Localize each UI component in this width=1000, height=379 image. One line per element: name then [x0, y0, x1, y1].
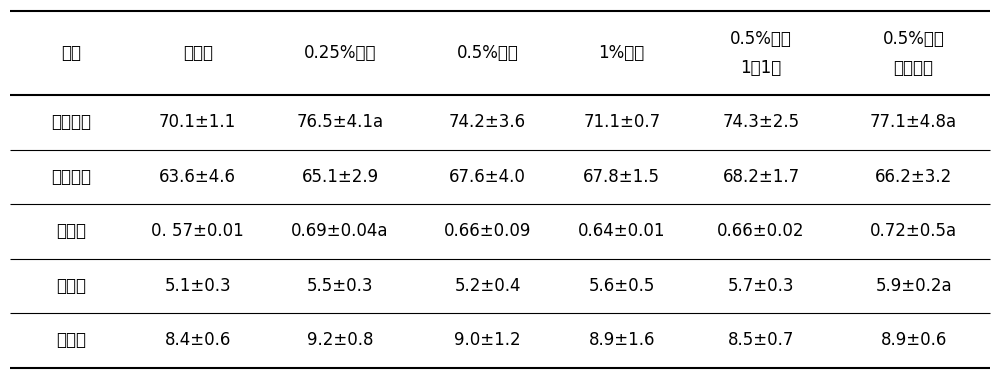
Text: 63.6±4.6: 63.6±4.6 — [159, 168, 236, 186]
Text: 8.9±0.6: 8.9±0.6 — [880, 331, 947, 349]
Text: 5.9±0.2a: 5.9±0.2a — [875, 277, 952, 295]
Text: 74.2±3.6: 74.2±3.6 — [449, 113, 526, 132]
Text: 组别: 组别 — [61, 44, 81, 62]
Text: 全净膛率: 全净膛率 — [51, 168, 91, 186]
Text: 0.66±0.09: 0.66±0.09 — [444, 222, 531, 240]
Text: 0.5%须根: 0.5%须根 — [730, 30, 792, 48]
Text: 71.1±0.7: 71.1±0.7 — [583, 113, 660, 132]
Text: 5.7±0.3: 5.7±0.3 — [728, 277, 794, 295]
Text: 74.3±2.5: 74.3±2.5 — [722, 113, 800, 132]
Text: 0.72±0.5a: 0.72±0.5a — [870, 222, 957, 240]
Text: 半净膛率: 半净膛率 — [51, 113, 91, 132]
Text: 1%剂量: 1%剂量 — [599, 44, 645, 62]
Text: 70.1±1.1: 70.1±1.1 — [159, 113, 236, 132]
Text: 0.66±0.02: 0.66±0.02 — [717, 222, 805, 240]
Text: 9.2±0.8: 9.2±0.8 — [307, 331, 373, 349]
Text: 腿肌率: 腿肌率 — [56, 331, 86, 349]
Text: 多糖颗粒: 多糖颗粒 — [894, 59, 934, 77]
Text: 8.4±0.6: 8.4±0.6 — [165, 331, 231, 349]
Text: 0.5%剂量: 0.5%剂量 — [457, 44, 519, 62]
Text: 8.5±0.7: 8.5±0.7 — [728, 331, 794, 349]
Text: 68.2±1.7: 68.2±1.7 — [722, 168, 800, 186]
Text: 77.1±4.8a: 77.1±4.8a — [870, 113, 957, 132]
Text: 5.6±0.5: 5.6±0.5 — [589, 277, 655, 295]
Text: 8.9±1.6: 8.9±1.6 — [588, 331, 655, 349]
Text: 65.1±2.9: 65.1±2.9 — [302, 168, 379, 186]
Text: 66.2±3.2: 66.2±3.2 — [875, 168, 952, 186]
Text: 0.25%剂量: 0.25%剂量 — [304, 44, 376, 62]
Text: 对照组: 对照组 — [183, 44, 213, 62]
Text: 5.1±0.3: 5.1±0.3 — [164, 277, 231, 295]
Text: 0.5%参麦: 0.5%参麦 — [883, 30, 945, 48]
Text: 9.0±1.2: 9.0±1.2 — [454, 331, 521, 349]
Text: 0.64±0.01: 0.64±0.01 — [578, 222, 665, 240]
Text: 胸肌率: 胸肌率 — [56, 277, 86, 295]
Text: 5.5±0.3: 5.5±0.3 — [307, 277, 373, 295]
Text: 5.2±0.4: 5.2±0.4 — [454, 277, 521, 295]
Text: 0. 57±0.01: 0. 57±0.01 — [151, 222, 244, 240]
Text: 翅膀率: 翅膀率 — [56, 222, 86, 240]
Text: 67.8±1.5: 67.8±1.5 — [583, 168, 660, 186]
Text: 0.69±0.04a: 0.69±0.04a — [291, 222, 389, 240]
Text: 1：1组: 1：1组 — [740, 59, 782, 77]
Text: 76.5±4.1a: 76.5±4.1a — [297, 113, 384, 132]
Text: 67.6±4.0: 67.6±4.0 — [449, 168, 526, 186]
